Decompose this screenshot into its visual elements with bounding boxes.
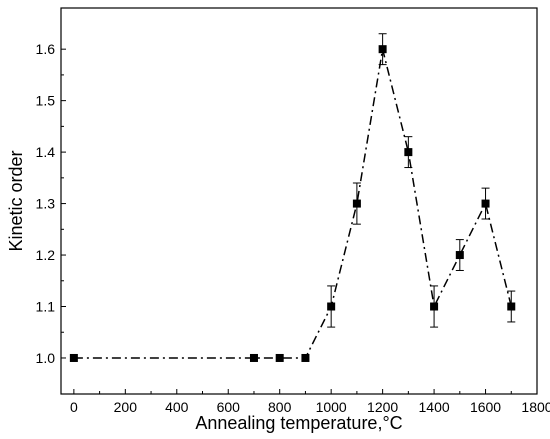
y-tick-label: 1.4 xyxy=(36,144,56,160)
data-point xyxy=(301,353,310,362)
data-point xyxy=(69,353,78,362)
data-point xyxy=(455,251,464,260)
data-point xyxy=(352,199,361,208)
y-tick-label: 1.5 xyxy=(36,93,56,109)
y-tick-label: 1.2 xyxy=(36,247,56,263)
x-axis-title: Annealing temperature,°C xyxy=(195,413,402,433)
data-point xyxy=(327,302,336,311)
x-tick-label: 1800 xyxy=(521,399,550,415)
error-bars xyxy=(327,33,516,328)
data-markers xyxy=(69,45,516,362)
data-point xyxy=(404,148,413,157)
x-tick-label: 800 xyxy=(268,399,292,415)
y-tick-labels: 1.0 1.1 1.2 1.3 1.4 1.5 1.6 xyxy=(36,41,56,366)
axis-ticks xyxy=(61,48,538,394)
x-tick-label: 1600 xyxy=(470,399,501,415)
x-tick-label: 200 xyxy=(114,399,138,415)
data-point xyxy=(275,353,284,362)
y-tick-label: 1.3 xyxy=(36,196,56,212)
x-tick-label: 600 xyxy=(217,399,241,415)
data-point xyxy=(507,302,516,311)
data-point xyxy=(249,353,258,362)
y-tick-label: 1.0 xyxy=(36,350,56,366)
y-axis-title: Kinetic order xyxy=(6,150,26,251)
data-point xyxy=(378,45,387,54)
x-tick-label: 400 xyxy=(165,399,189,415)
x-tick-label: 1400 xyxy=(419,399,450,415)
y-tick-label: 1.1 xyxy=(36,299,56,315)
x-tick-labels: 0 200 400 600 800 1000 1200 1400 1600 1800 xyxy=(70,399,550,415)
y-tick-label: 1.6 xyxy=(36,41,56,57)
plot-frame xyxy=(60,7,538,395)
series-line xyxy=(73,49,513,359)
x-tick-label: 1000 xyxy=(316,399,347,415)
data-point xyxy=(430,302,439,311)
data-point xyxy=(481,199,490,208)
x-tick-label: 0 xyxy=(70,399,78,415)
x-tick-label: 1200 xyxy=(367,399,398,415)
